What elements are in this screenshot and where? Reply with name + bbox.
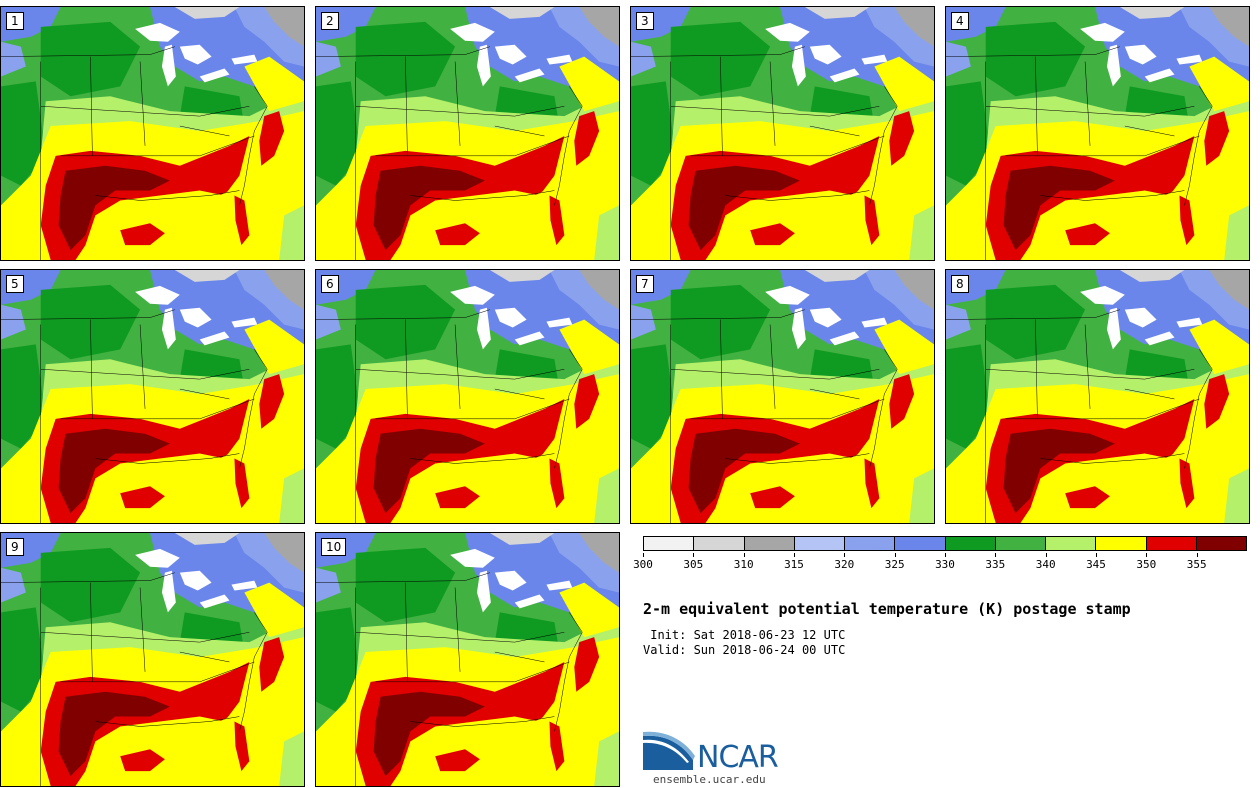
colorbar-tick-mark <box>693 553 695 557</box>
map-field <box>631 7 934 260</box>
valid-time: Valid: Sun 2018-06-24 00 UTC <box>643 643 846 657</box>
colorbar-tick-mark <box>894 553 896 557</box>
colorbar-tick-label: 305 <box>683 558 704 571</box>
panel-label: 2 <box>321 12 339 30</box>
colorbar <box>643 536 1247 551</box>
map-panel: 9 <box>0 532 305 787</box>
map-panel: 10 <box>315 532 620 787</box>
colorbar-tick-label: 315 <box>784 558 804 571</box>
colorbar-tick-mark <box>995 553 997 557</box>
chart-title: 2-m equivalent potential temperature (K)… <box>643 600 1131 618</box>
panel-label: 9 <box>6 538 24 556</box>
panel-label: 10 <box>321 538 347 556</box>
colorbar-swatch <box>694 537 745 550</box>
colorbar-swatch <box>1196 537 1246 550</box>
map-field <box>316 7 619 260</box>
colorbar-tick-label: 355 <box>1186 558 1207 571</box>
colorbar-tick-mark <box>1045 553 1047 557</box>
colorbar-tick-mark <box>945 553 946 557</box>
map-panel: 5 <box>0 269 305 524</box>
panel-label: 4 <box>951 12 969 30</box>
map-field <box>1 7 304 260</box>
map-panel: 7 <box>630 269 935 524</box>
colorbar-tick-label: 350 <box>1136 558 1157 571</box>
colorbar-tick-label: 345 <box>1086 558 1106 571</box>
panel-label: 7 <box>636 275 654 293</box>
colorbar-tick-mark <box>743 553 745 557</box>
colorbar-tick-label: 335 <box>985 558 1006 571</box>
logo-text: NCAR <box>697 740 779 775</box>
map-panel: 2 <box>315 6 620 261</box>
colorbar-tick-mark <box>844 553 846 557</box>
map-panel: 1 <box>0 6 305 261</box>
colorbar-tick-mark <box>1146 553 1148 557</box>
panel-label: 5 <box>6 275 24 293</box>
colorbar-tick-mark <box>1096 553 1097 557</box>
colorbar-tick-mark <box>643 553 644 557</box>
colorbar-swatch <box>1096 537 1147 550</box>
colorbar-swatch <box>644 537 695 550</box>
map-field <box>316 270 619 523</box>
colorbar-tick-mark <box>1196 553 1198 557</box>
map-panel: 3 <box>630 6 935 261</box>
colorbar-swatch <box>744 537 795 550</box>
colorbar-swatch <box>1146 537 1197 550</box>
panel-label: 6 <box>321 275 339 293</box>
colorbar-tick-label: 320 <box>834 558 855 571</box>
colorbar-swatch <box>945 537 996 550</box>
colorbar-swatch <box>1046 537 1097 550</box>
map-field <box>946 7 1249 260</box>
colorbar-tick-mark <box>794 553 795 557</box>
colorbar-swatch <box>794 537 845 550</box>
colorbar-tick-label: 325 <box>884 558 905 571</box>
map-field <box>316 533 619 786</box>
colorbar-tick-label: 330 <box>935 558 955 571</box>
colorbar-ticks: 300 305 310 315 320 325 330 335 340 345 350 355 <box>633 553 1247 573</box>
map-panel: 8 <box>945 269 1250 524</box>
colorbar-tick-label: 300 <box>633 558 653 571</box>
colorbar-swatch <box>845 537 896 550</box>
map-field <box>946 270 1249 523</box>
colorbar-tick-label: 340 <box>1035 558 1056 571</box>
map-field <box>631 270 934 523</box>
colorbar-tick-label: 310 <box>733 558 754 571</box>
panel-label: 8 <box>951 275 969 293</box>
init-time: Init: Sat 2018-06-23 12 UTC <box>643 628 846 642</box>
colorbar-swatch <box>895 537 946 550</box>
map-panel: 4 <box>945 6 1250 261</box>
map-panel: 6 <box>315 269 620 524</box>
ncar-logo-icon <box>643 731 695 770</box>
panel-label: 3 <box>636 12 654 30</box>
panel-label: 1 <box>6 12 24 30</box>
map-field <box>1 533 304 786</box>
site-url: ensemble.ucar.edu <box>653 773 766 786</box>
map-field <box>1 270 304 523</box>
colorbar-swatch <box>995 537 1046 550</box>
